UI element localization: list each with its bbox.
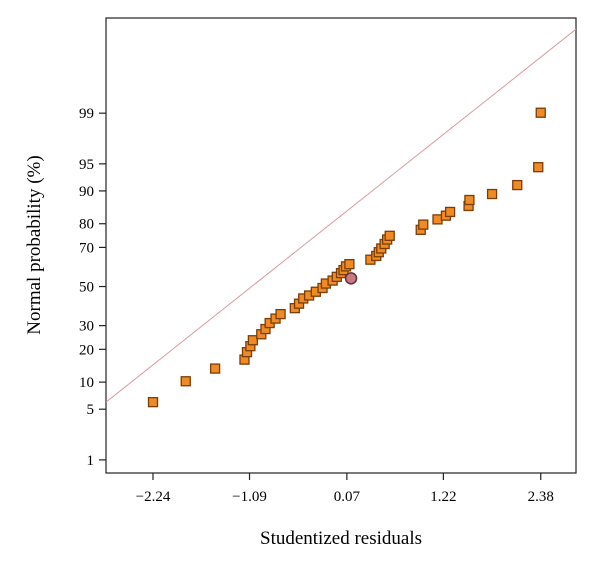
x-tick-label: 1.22 xyxy=(430,489,456,505)
y-ticks-layer: 1 5 10 20 30 50 70 80 90 95 99 xyxy=(79,106,106,469)
data-point xyxy=(535,107,546,118)
reference-line-layer xyxy=(105,28,577,403)
y-tick-label: 20 xyxy=(79,342,94,358)
highlighted-point xyxy=(344,272,358,285)
data-point xyxy=(444,206,456,218)
data-point xyxy=(180,376,191,387)
x-ticks-layer: −2.24 −1.09 0.07 1.22 2.38 xyxy=(136,473,554,505)
data-point xyxy=(533,162,544,173)
y-tick-label: 30 xyxy=(79,319,94,335)
y-tick-label: 70 xyxy=(79,240,94,256)
y-tick-label: 99 xyxy=(79,106,94,122)
x-tick-label: 2.38 xyxy=(528,489,554,505)
data-point xyxy=(486,188,498,200)
data-point xyxy=(209,363,221,374)
data-point xyxy=(247,335,259,346)
data-point xyxy=(384,230,395,241)
data-point xyxy=(418,219,429,230)
y-tick-label: 80 xyxy=(79,217,94,233)
data-point xyxy=(344,258,355,270)
x-tick-label: −1.09 xyxy=(232,489,267,505)
data-points-layer xyxy=(147,107,546,408)
y-tick-label: 50 xyxy=(79,280,94,296)
data-point xyxy=(512,179,523,191)
plot-frame xyxy=(105,17,577,474)
data-point xyxy=(275,308,286,320)
x-axis-title: Studentized residuals xyxy=(260,528,422,549)
y-tick-label: 5 xyxy=(87,402,95,418)
data-point xyxy=(432,214,443,225)
x-tick-label: 0.07 xyxy=(334,489,361,505)
y-axis-title: Normal probability (%) xyxy=(24,155,45,334)
data-point xyxy=(464,194,475,206)
x-tick-label: −2.24 xyxy=(136,489,171,505)
y-tick-label: 90 xyxy=(79,184,94,200)
y-tick-label: 95 xyxy=(79,157,94,173)
data-point xyxy=(147,396,159,408)
y-tick-label: 10 xyxy=(79,375,94,391)
y-tick-label: 1 xyxy=(87,453,95,469)
reference-line xyxy=(105,28,577,403)
